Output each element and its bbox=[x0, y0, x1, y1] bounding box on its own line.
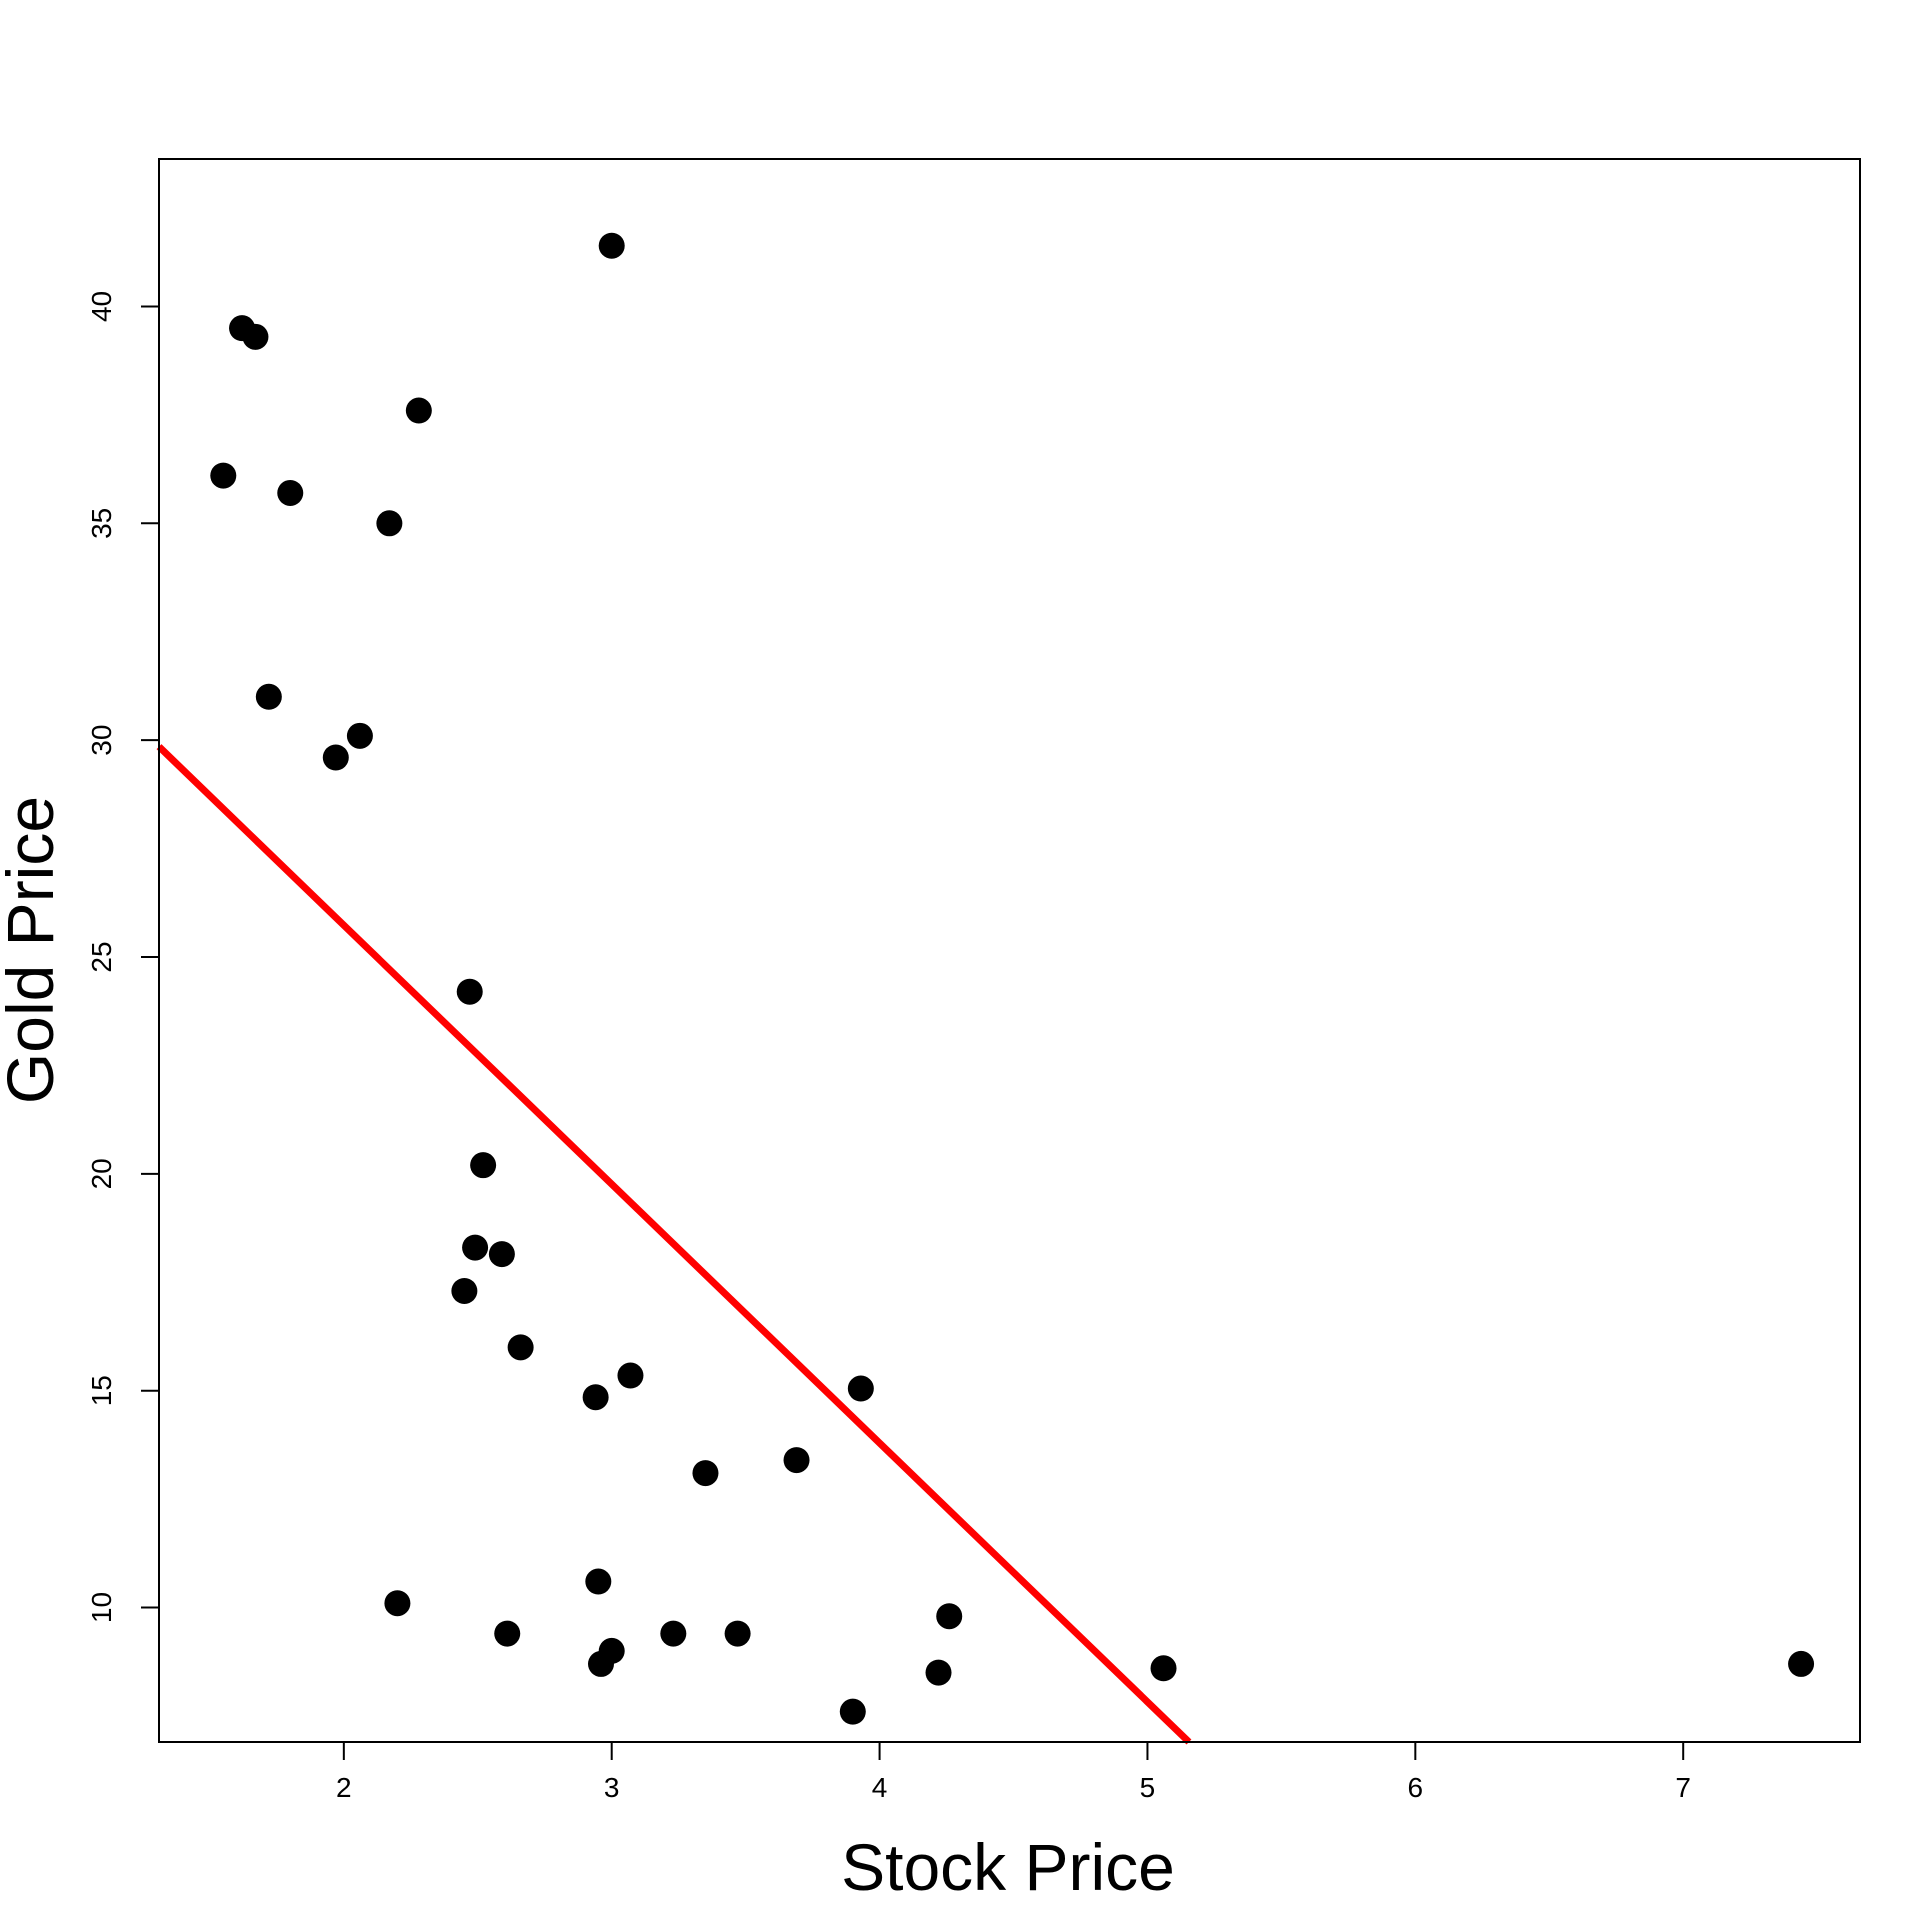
data-point bbox=[925, 1659, 952, 1686]
data-point bbox=[255, 683, 282, 710]
data-point bbox=[936, 1603, 963, 1630]
data-point bbox=[1788, 1650, 1815, 1677]
points-layer bbox=[210, 232, 1815, 1725]
data-point bbox=[277, 479, 304, 506]
data-point bbox=[724, 1620, 751, 1647]
data-point bbox=[660, 1620, 687, 1647]
y-tick-label: 25 bbox=[86, 941, 117, 972]
regression-line-layer bbox=[156, 744, 1192, 1745]
x-tick-label: 5 bbox=[1140, 1772, 1156, 1803]
data-point bbox=[494, 1620, 521, 1647]
data-point bbox=[210, 462, 237, 489]
data-point bbox=[598, 232, 625, 259]
data-point bbox=[585, 1568, 612, 1595]
regression-line bbox=[156, 744, 1192, 1745]
data-point bbox=[451, 1277, 478, 1304]
plot-frame bbox=[158, 158, 1861, 1743]
y-tick-label: 30 bbox=[86, 725, 117, 756]
data-point bbox=[376, 510, 403, 537]
data-point bbox=[456, 978, 483, 1005]
data-point bbox=[462, 1234, 489, 1261]
y-tick-label: 20 bbox=[86, 1158, 117, 1189]
y-tick-label: 15 bbox=[86, 1375, 117, 1406]
data-point bbox=[617, 1362, 644, 1389]
data-point bbox=[384, 1590, 411, 1617]
data-point bbox=[783, 1447, 810, 1474]
y-axis-title: Gold Price bbox=[0, 796, 67, 1104]
y-tick-label: 40 bbox=[86, 291, 117, 322]
data-point bbox=[1150, 1655, 1177, 1682]
data-point bbox=[405, 397, 432, 424]
data-point bbox=[692, 1460, 719, 1487]
x-tick-label: 2 bbox=[336, 1772, 352, 1803]
data-point bbox=[242, 323, 269, 350]
data-point bbox=[582, 1384, 609, 1411]
data-point bbox=[470, 1152, 497, 1179]
data-point bbox=[847, 1375, 874, 1402]
x-tick-label: 4 bbox=[872, 1772, 888, 1803]
data-point bbox=[839, 1698, 866, 1725]
x-tick-label: 7 bbox=[1675, 1772, 1691, 1803]
y-tick-label: 35 bbox=[86, 508, 117, 539]
data-point bbox=[507, 1334, 534, 1361]
axes-layer: 2 3 4 5 6 7 10 15 20 25 30 35 40 bbox=[86, 291, 1691, 1803]
y-tick-label: 10 bbox=[86, 1592, 117, 1623]
data-point bbox=[322, 744, 349, 771]
x-axis-title: Stock Price bbox=[841, 1830, 1175, 1904]
x-tick-label: 6 bbox=[1408, 1772, 1424, 1803]
data-point bbox=[488, 1241, 515, 1268]
x-tick-label: 3 bbox=[604, 1772, 620, 1803]
data-point bbox=[587, 1650, 614, 1677]
data-point bbox=[346, 722, 373, 749]
